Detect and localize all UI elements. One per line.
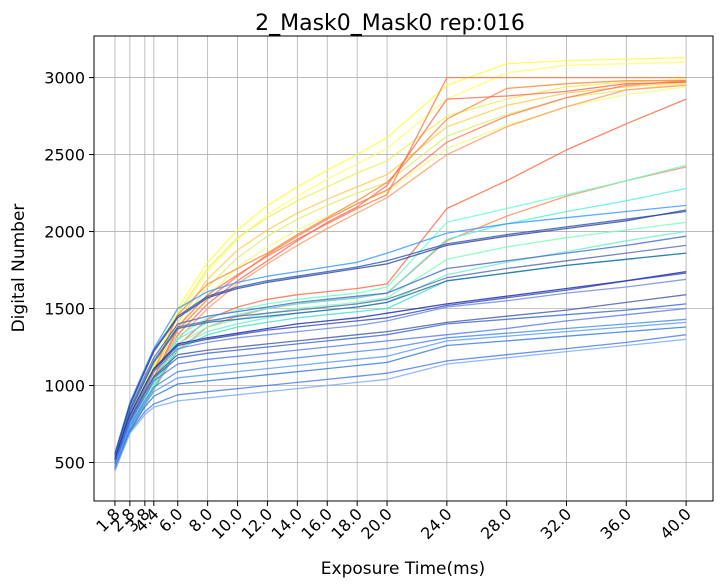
x-axis: 1.82.83.84.46.08.010.012.014.016.018.020… <box>92 501 695 543</box>
series-line <box>114 187 687 466</box>
series-line <box>114 78 687 462</box>
x-tick-label: 10.0 <box>208 504 247 543</box>
series-line <box>114 294 687 463</box>
series-line <box>114 318 687 466</box>
series-line <box>114 270 687 460</box>
series-line <box>114 84 687 470</box>
y-tick-label: 500 <box>54 454 85 473</box>
y-tick-label: 1000 <box>44 377 85 396</box>
x-tick-label: 6.0 <box>155 504 186 535</box>
series-line <box>114 86 687 468</box>
y-tick-label: 1500 <box>44 300 85 319</box>
series-line <box>114 235 687 457</box>
x-tick-label: 24.0 <box>417 504 456 543</box>
series-line <box>114 272 687 461</box>
series-line <box>114 326 687 469</box>
series-line <box>114 209 687 455</box>
x-tick-label: 14.0 <box>268 504 307 543</box>
series-line <box>114 166 687 472</box>
series-line <box>114 334 687 470</box>
y-tick-label: 3000 <box>44 69 85 88</box>
x-axis-title: Exposure Time(ms) <box>321 559 485 579</box>
x-tick-label: 32.0 <box>537 504 576 543</box>
plot-frame <box>93 35 714 502</box>
series-line <box>114 244 687 459</box>
x-tick-label: 40.0 <box>656 504 695 543</box>
x-tick-label: 12.0 <box>238 504 277 543</box>
y-axis: 500 1000 1500 2000 2500 3000 <box>44 69 94 473</box>
series-lines <box>114 56 687 472</box>
x-tick-label: 18.0 <box>327 504 366 543</box>
series-line <box>114 307 687 465</box>
x-tick-label: 20.0 <box>357 504 396 543</box>
y-axis-title: Digital Number <box>9 204 29 333</box>
series-line <box>114 303 687 464</box>
series-line <box>114 83 687 466</box>
series-line <box>114 278 687 463</box>
series-line <box>114 252 687 470</box>
series-line <box>114 252 687 459</box>
series-line <box>114 338 687 471</box>
y-tick-label: 2000 <box>44 223 85 242</box>
series-line <box>114 321 687 468</box>
series-line <box>114 56 687 462</box>
y-tick-label: 2500 <box>44 146 85 165</box>
x-tick-label: 28.0 <box>477 504 516 543</box>
x-tick-label: 16.0 <box>297 504 336 543</box>
series-line <box>114 81 687 469</box>
chart-title: 2_Mask0_Mask0 rep:016 <box>255 11 525 36</box>
x-tick-label: 36.0 <box>596 504 635 543</box>
